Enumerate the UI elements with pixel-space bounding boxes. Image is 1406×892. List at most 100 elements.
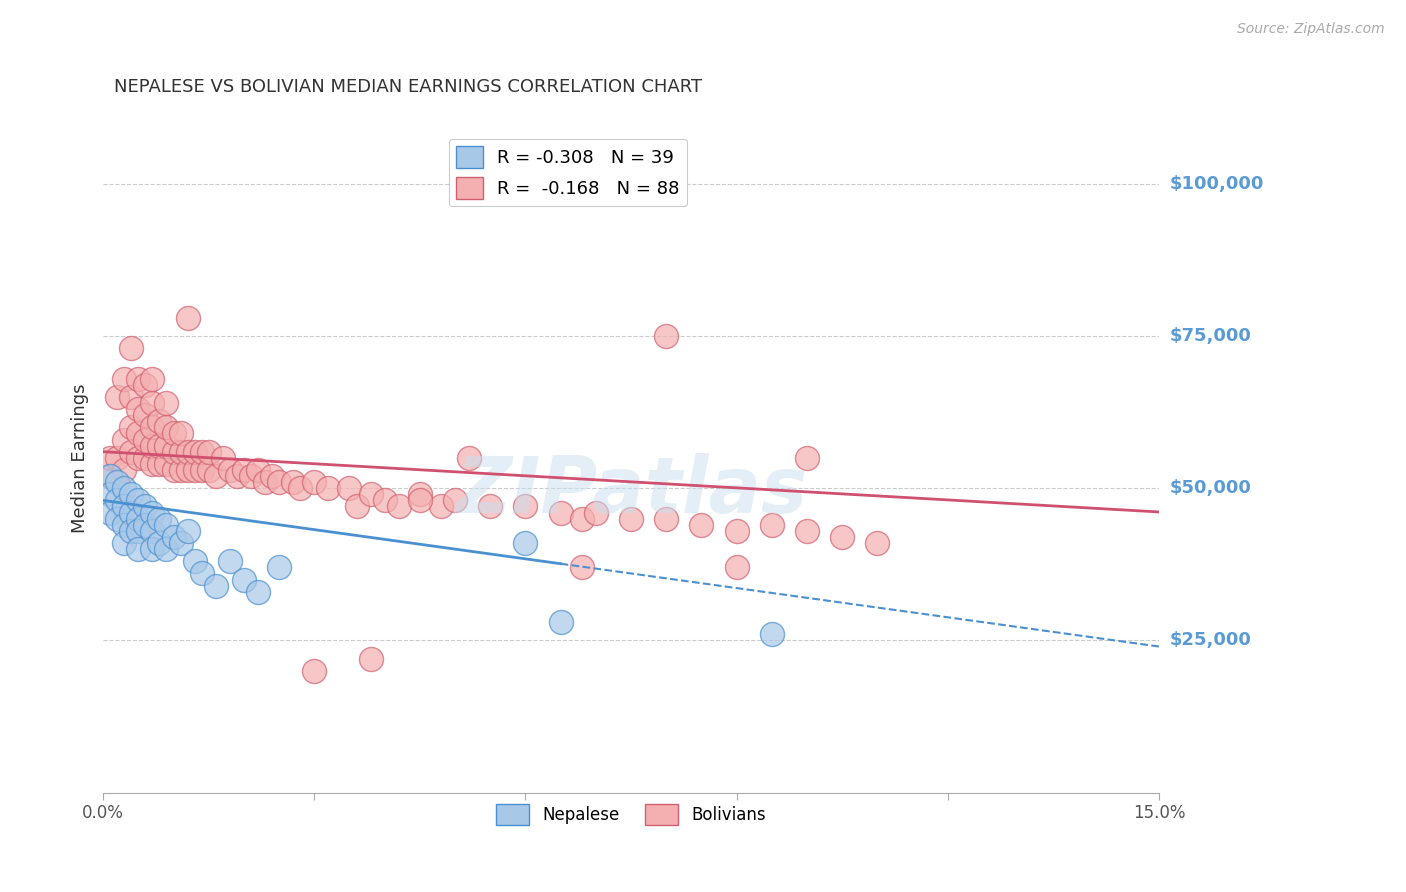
Point (796, 450, 818, 465)
Point (360, 487, 382, 501)
Point (190, 566, 212, 581)
Point (430, 500, 453, 514)
Point (761, 627, 783, 641)
Point (98, 450, 121, 465)
Point (183, 463, 205, 477)
Point (112, 433, 135, 447)
Point (655, 511, 678, 525)
Point (112, 481, 135, 495)
Point (120, 390, 142, 404)
Point (141, 439, 163, 453)
Text: Source: ZipAtlas.com: Source: ZipAtlas.com (1237, 22, 1385, 37)
Point (218, 463, 240, 477)
Point (162, 463, 184, 477)
Point (120, 487, 142, 501)
Point (155, 396, 177, 410)
Point (211, 450, 233, 465)
Point (141, 524, 163, 538)
Point (98, 469, 121, 483)
Point (127, 371, 149, 385)
Point (134, 500, 156, 514)
Point (283, 475, 305, 490)
Point (197, 463, 219, 477)
Point (304, 475, 326, 490)
Point (148, 457, 170, 471)
Point (866, 536, 889, 550)
Point (141, 457, 163, 471)
Point (134, 450, 156, 465)
Point (134, 517, 156, 532)
Point (269, 560, 291, 574)
Point (232, 573, 254, 587)
Point (98, 506, 121, 520)
Point (120, 420, 142, 434)
Point (127, 542, 149, 557)
Text: ZIPatlas: ZIPatlas (456, 453, 807, 529)
Point (112, 536, 135, 550)
Point (190, 463, 212, 477)
Point (155, 517, 177, 532)
Point (162, 444, 184, 458)
Point (246, 584, 269, 599)
Text: NEPALESE VS BOLIVIAN MEDIAN EARNINGS CORRELATION CHART: NEPALESE VS BOLIVIAN MEDIAN EARNINGS COR… (114, 78, 702, 96)
Point (105, 475, 128, 490)
Point (141, 396, 163, 410)
Point (339, 481, 361, 495)
Point (374, 493, 396, 508)
Point (232, 463, 254, 477)
Point (585, 506, 607, 520)
Point (620, 511, 643, 525)
Point (479, 500, 502, 514)
Point (120, 341, 142, 355)
Point (148, 439, 170, 453)
Point (148, 414, 170, 428)
Point (318, 481, 340, 495)
Point (112, 517, 135, 532)
Point (105, 511, 128, 525)
Y-axis label: Median Earnings: Median Earnings (72, 383, 89, 533)
Point (239, 469, 262, 483)
Point (197, 444, 219, 458)
Point (290, 481, 312, 495)
Point (831, 530, 853, 544)
Point (176, 310, 198, 325)
Point (444, 493, 467, 508)
Point (127, 450, 149, 465)
Point (112, 463, 135, 477)
Point (690, 517, 713, 532)
Point (183, 554, 205, 568)
Point (141, 506, 163, 520)
Point (98, 487, 121, 501)
Legend: Nepalese, Bolivians: Nepalese, Bolivians (489, 797, 773, 831)
Point (169, 536, 191, 550)
Point (141, 371, 163, 385)
Point (155, 457, 177, 471)
Point (176, 463, 198, 477)
Point (225, 469, 247, 483)
Text: $100,000: $100,000 (1170, 175, 1264, 193)
Point (725, 524, 748, 538)
Point (515, 500, 537, 514)
Point (155, 420, 177, 434)
Point (388, 500, 411, 514)
Point (204, 469, 226, 483)
Text: $50,000: $50,000 (1170, 479, 1251, 497)
Point (148, 536, 170, 550)
Point (246, 463, 269, 477)
Point (105, 493, 128, 508)
Point (571, 560, 593, 574)
Point (304, 664, 326, 678)
Point (141, 420, 163, 434)
Point (120, 506, 142, 520)
Point (134, 408, 156, 422)
Point (120, 444, 142, 458)
Point (134, 433, 156, 447)
Point (550, 615, 572, 630)
Point (176, 444, 198, 458)
Point (169, 444, 191, 458)
Point (458, 450, 481, 465)
Point (269, 475, 291, 490)
Point (127, 426, 149, 441)
Point (571, 511, 593, 525)
Point (141, 542, 163, 557)
